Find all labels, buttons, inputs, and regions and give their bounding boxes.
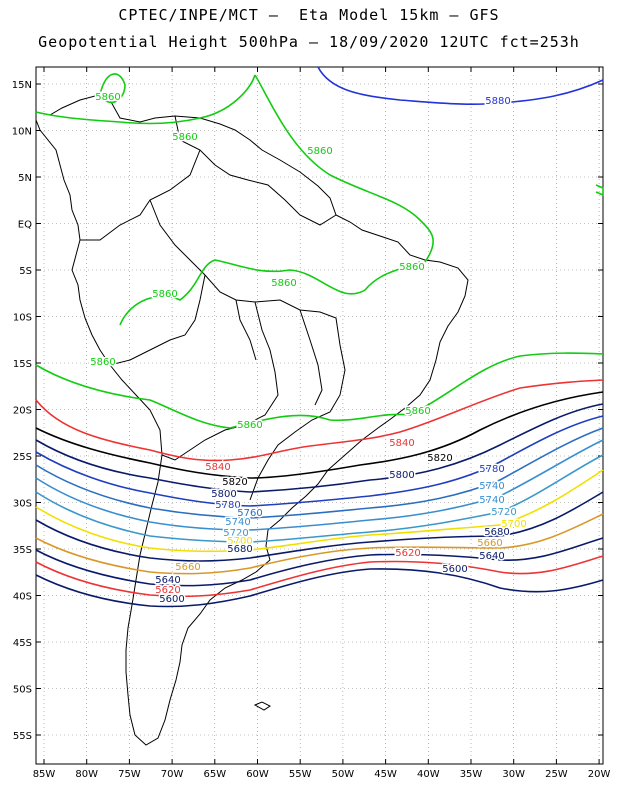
lat-label: 20S — [13, 406, 32, 417]
plot-frame — [35, 66, 604, 765]
contour-label-5620: 5620 — [155, 585, 180, 596]
contour-label-5680: 5680 — [227, 544, 252, 555]
contour-label-5840: 5840 — [389, 438, 414, 449]
contour-5700 — [35, 469, 604, 553]
contour-5860-central — [119, 259, 421, 326]
coastlines — [35, 95, 469, 746]
height-contours — [35, 66, 604, 608]
contour-label-5860: 5860 — [307, 146, 332, 157]
contour-5880 — [317, 66, 604, 106]
lon-label: 20W — [588, 769, 611, 780]
lat-label: 5S — [19, 266, 32, 277]
contour-5760 — [35, 427, 604, 519]
lon-label: 40W — [417, 769, 440, 780]
contour-5680 — [35, 491, 604, 562]
contour-label-5860: 5860 — [90, 357, 115, 368]
contour-label-5860: 5860 — [405, 406, 430, 417]
contour-label-5740: 5740 — [479, 495, 504, 506]
contour-label-5680: 5680 — [484, 527, 509, 538]
lat-label: 50S — [13, 685, 32, 696]
contour-label-5600: 5600 — [442, 564, 467, 575]
lat-label: 10N — [12, 127, 32, 138]
contour-label-5700: 5700 — [227, 536, 252, 547]
contour-label-5860: 5860 — [172, 132, 197, 143]
contour-label-5860: 5860 — [95, 92, 120, 103]
contour-label-5660: 5660 — [175, 562, 200, 573]
lat-label: 30S — [13, 499, 32, 510]
lon-label: 70W — [161, 769, 184, 780]
contour-5800 — [35, 403, 604, 493]
lat-label: 55S — [13, 731, 32, 742]
lon-label: 85W — [33, 769, 56, 780]
contour-label-5800: 5800 — [211, 489, 236, 500]
lon-label: 60W — [246, 769, 269, 780]
lat-lon-grid — [36, 67, 603, 764]
axis-ticks — [36, 67, 603, 764]
contour-5780 — [35, 415, 604, 507]
contour-label-5860: 5860 — [152, 289, 177, 300]
contour-5840 — [35, 379, 604, 462]
contour-5860-south — [35, 352, 604, 429]
contour-label-5720: 5720 — [491, 507, 516, 518]
lon-label: 80W — [75, 769, 98, 780]
contour-5820 — [35, 391, 604, 479]
contour-label-5840: 5840 — [205, 462, 230, 473]
lat-label: 45S — [13, 638, 32, 649]
contour-label-5780: 5780 — [479, 464, 504, 475]
contour-label-5780: 5780 — [215, 500, 240, 511]
contour-5860-east-fragment — [595, 184, 604, 197]
country-borders — [80, 115, 346, 501]
chart-title-line-1: CPTEC/INPE/MCT – Eta Model 15km – GFS — [118, 6, 500, 24]
contour-label-5640: 5640 — [155, 575, 180, 586]
contour-label-5700: 5700 — [501, 519, 526, 530]
lat-label: 25S — [13, 452, 32, 463]
lon-label: 30W — [502, 769, 525, 780]
contour-5660 — [35, 513, 604, 575]
contour-label-5740: 5740 — [479, 481, 504, 492]
contour-label-5880: 5880 — [485, 96, 510, 107]
contour-5720 — [35, 454, 604, 543]
contour-label-5760: 5760 — [237, 508, 262, 519]
contour-label-5860: 5860 — [271, 278, 296, 289]
contour-5620 — [35, 555, 604, 598]
contour-5860-north — [35, 74, 434, 263]
contour-5860-small-north — [99, 73, 126, 104]
lon-label: 25W — [545, 769, 568, 780]
lat-label: 35S — [13, 545, 32, 556]
lon-label: 35W — [460, 769, 483, 780]
lat-label: EQ — [18, 220, 32, 231]
lat-label: 40S — [13, 592, 32, 603]
lon-label: 75W — [118, 769, 141, 780]
contour-5600 — [35, 568, 604, 608]
contour-5640 — [35, 537, 604, 587]
falkland-islands — [253, 701, 271, 711]
contour-label-5820: 5820 — [427, 453, 452, 464]
contour-label-5820: 5820 — [222, 477, 247, 488]
contour-labels: 5880 5860 5860 5860 5860 5860 5860 5860 5860 5860… — [89, 91, 528, 607]
contour-label-5860: 5860 — [399, 262, 424, 273]
contour-label-5660: 5660 — [477, 538, 502, 549]
contour-label-5860: 5860 — [237, 420, 262, 431]
lat-label: 15S — [13, 359, 32, 370]
lon-label: 50W — [332, 769, 355, 780]
lon-label: 55W — [289, 769, 312, 780]
lat-label: 10S — [13, 313, 32, 324]
lat-label: 15N — [12, 80, 32, 91]
contour-label-5800: 5800 — [389, 470, 414, 481]
contour-label-5740: 5740 — [225, 517, 250, 528]
lon-label: 65W — [203, 769, 226, 780]
lat-label: 5N — [18, 173, 32, 184]
lon-label: 45W — [374, 769, 397, 780]
contour-label-5620: 5620 — [395, 548, 420, 559]
contour-label-5640: 5640 — [479, 551, 504, 562]
south-america-coastline — [35, 95, 469, 746]
chart-title-line-2: Geopotential Height 500hPa – 18/09/2020 … — [38, 33, 580, 51]
contour-5740 — [35, 439, 604, 531]
contour-label-5600: 5600 — [159, 594, 184, 605]
contour-label-5720: 5720 — [223, 528, 248, 539]
